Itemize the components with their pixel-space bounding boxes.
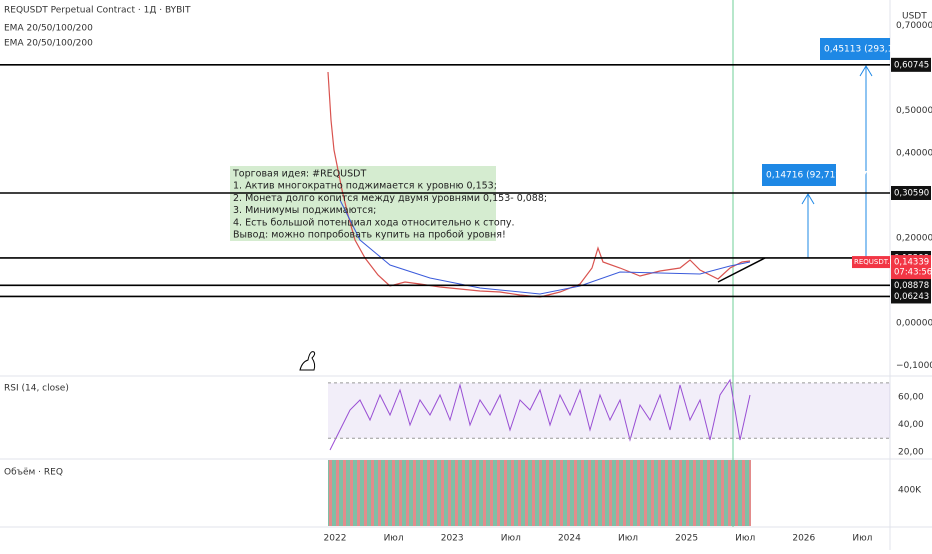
level-tag — [891, 57, 931, 72]
measure-box — [820, 38, 890, 60]
trend-line — [717, 257, 766, 283]
level-tag-label: 0,60745 — [894, 60, 929, 70]
time-label: 2023 — [441, 534, 464, 544]
symbol-tag-label: REQUSDT.P — [854, 258, 894, 266]
note-line: Торговая идея: #REQUSDT — [232, 169, 366, 180]
price-tick-label: 0,00000 — [896, 319, 932, 329]
rsi-tick-label: 60,00 — [898, 392, 924, 402]
time-label: Июл — [501, 534, 521, 544]
note-line: 4. Есть большой потенциал хода относител… — [233, 217, 515, 228]
currency-label: USDT — [902, 12, 927, 22]
note-line: Вывод: можно попробовать купить на пробо… — [233, 230, 506, 241]
level-tag-label: 0,30590 — [894, 188, 929, 198]
price-sketch — [327, 71, 751, 298]
price-tick-label: −0,10000 — [896, 361, 932, 371]
note-box — [230, 166, 496, 241]
indicator-label: EMA 20/50/100/200 — [4, 24, 93, 34]
time-label: Июл — [735, 534, 755, 544]
rsi-tick-label: 20,00 — [898, 448, 924, 458]
time-label: Июл — [384, 534, 404, 544]
countdown-label: 07:43:56 — [894, 268, 932, 278]
level-tag-label: 0,06243 — [894, 292, 929, 302]
time-label: 2024 — [558, 534, 581, 544]
note-line: 3. Минимумы поджимаются; — [233, 205, 376, 216]
time-label: Июл — [618, 534, 638, 544]
measure-arrowhead — [859, 65, 873, 77]
note-line: 2. Монета долго копится между двумя уров… — [233, 193, 547, 204]
symbol-tag — [852, 256, 890, 269]
time-label: 2026 — [792, 534, 815, 544]
rsi-title: RSI (14, close) — [4, 384, 69, 394]
time-label: Июл — [852, 534, 872, 544]
measure-box — [762, 164, 836, 186]
time-label: 2025 — [675, 534, 698, 544]
ema-sketch — [339, 199, 751, 295]
symbol-title: REQUSDT Perpetual Contract · 1Д · BYBIT — [4, 6, 191, 16]
price-tick-label: 0,70000 — [896, 21, 932, 31]
note-line: 1. Актив многократно поджимается к уровн… — [233, 181, 497, 192]
volume-title: Объём · REQ — [4, 468, 63, 478]
level-tag-label: 0,08878 — [894, 281, 929, 291]
measure-label: 0,45113 (293,11%) 4 — [824, 45, 920, 55]
volume-sketch — [328, 460, 751, 526]
mascot-icon — [299, 351, 316, 371]
rsi-tick-label: 40,00 — [898, 420, 924, 430]
rsi-band — [328, 382, 890, 439]
rsi-sketch — [329, 378, 751, 451]
indicator-label: EMA 20/50/100/200 — [4, 39, 93, 49]
price-tag-label: 0,14339 — [894, 258, 929, 268]
level-tag — [891, 185, 931, 200]
measure-label: 0,14716 (92,71%) 14716 — [766, 171, 879, 181]
measure-arrowhead — [801, 193, 815, 205]
volume-scale-label: 400K — [898, 486, 922, 496]
time-label: 2022 — [324, 534, 347, 544]
price-tick-label: 0,40000 — [896, 149, 932, 159]
price-tick-label: 0,20000 — [896, 234, 932, 244]
level-tag — [891, 278, 931, 293]
price-tick-label: 0,50000 — [896, 106, 932, 116]
level-tag — [891, 289, 931, 304]
price-tag — [891, 255, 931, 280]
